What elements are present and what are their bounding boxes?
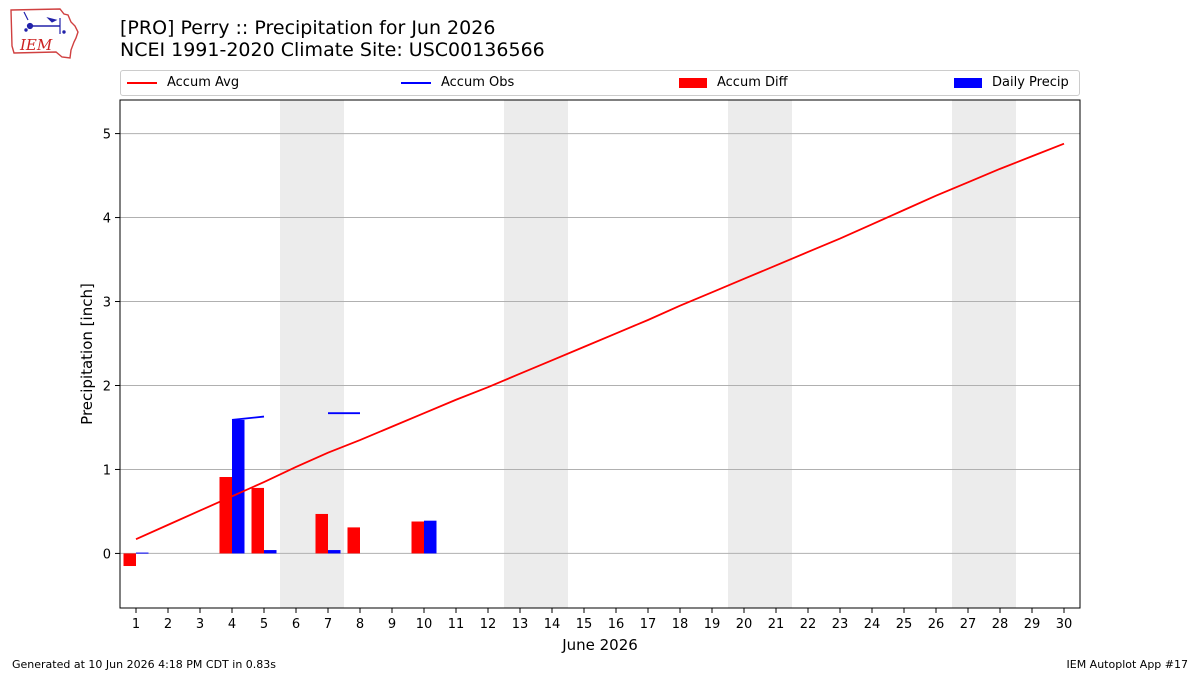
- x-tick-label-9: 9: [388, 617, 396, 632]
- x-tick-label-14: 14: [544, 617, 561, 632]
- weather-station-icon: [23, 11, 66, 34]
- daily-precip-bar-day-10: [424, 520, 437, 554]
- title-line-1: [PRO] Perry :: Precipitation for Jun 202…: [120, 17, 496, 39]
- legend-swatch-accum-obs: [401, 81, 431, 84]
- x-tick-label-16: 16: [608, 617, 625, 632]
- x-tick-label-11: 11: [448, 617, 465, 632]
- y-tick-label-1: 1: [103, 463, 111, 478]
- legend-item-accum-diff: Accum Diff: [679, 71, 788, 95]
- daily-precip-bar-day-4: [232, 419, 245, 554]
- legend: Accum Avg Accum Obs Accum Diff Daily Pre…: [120, 70, 1080, 96]
- legend-label-daily-precip: Daily Precip: [992, 75, 1069, 90]
- accum-diff-bar-day-7: [315, 513, 328, 554]
- x-tick-label-12: 12: [480, 617, 497, 632]
- accum-avg-line: [135, 142, 1065, 540]
- weekend-shade-2: [728, 100, 792, 608]
- x-tick-label-26: 26: [928, 617, 945, 632]
- x-tick-label-13: 13: [512, 617, 529, 632]
- chart-title: [PRO] Perry :: Precipitation for Jun 202…: [120, 17, 545, 61]
- x-tick-label-30: 30: [1056, 617, 1073, 632]
- weekend-shade-1: [504, 100, 568, 608]
- x-tick-label-17: 17: [640, 617, 657, 632]
- y-tick-label-0: 0: [103, 547, 111, 562]
- legend-item-accum-avg: Accum Avg: [127, 71, 239, 95]
- legend-swatch-accum-avg: [127, 81, 157, 84]
- x-tick-label-1: 1: [132, 617, 140, 632]
- y-tick-label-2: 2: [103, 379, 111, 394]
- x-tick-label-15: 15: [576, 617, 593, 632]
- legend-swatch-accum-diff: [679, 77, 707, 88]
- daily-precip-bar-day-1: [136, 552, 149, 554]
- x-tick-label-28: 28: [992, 617, 1009, 632]
- y-tick-label-5: 5: [103, 128, 111, 143]
- accum-diff-bar-day-5: [251, 487, 264, 554]
- legend-swatch-daily-precip: [954, 77, 982, 88]
- x-tick-label-18: 18: [672, 617, 689, 632]
- plot-frame: [119, 99, 1081, 609]
- iowa-state-outline: [10, 8, 79, 59]
- x-tick-label-7: 7: [324, 617, 332, 632]
- x-tick-label-6: 6: [292, 617, 300, 632]
- x-tick-label-2: 2: [164, 617, 172, 632]
- legend-item-accum-obs: Accum Obs: [401, 71, 514, 95]
- footer-generated: Generated at 10 Jun 2026 4:18 PM CDT in …: [12, 658, 277, 671]
- x-tick-label-24: 24: [864, 617, 881, 632]
- weekend-shade-0: [280, 100, 344, 608]
- x-tick-label-25: 25: [896, 617, 913, 632]
- y-tick-label-4: 4: [103, 212, 111, 227]
- legend-label-accum-obs: Accum Obs: [441, 75, 515, 90]
- accum-diff-bar-day-1: [123, 553, 136, 567]
- x-axis-label: June 2026: [561, 636, 638, 654]
- x-tick-label-19: 19: [704, 617, 721, 632]
- footer-app-id: IEM Autoplot App #17: [1066, 658, 1189, 671]
- accum-diff-bar-day-8: [347, 527, 360, 554]
- accum-obs-line-0: [231, 415, 265, 421]
- x-tick-label-27: 27: [960, 617, 977, 632]
- x-tick-label-4: 4: [228, 617, 236, 632]
- x-tick-label-29: 29: [1024, 617, 1041, 632]
- legend-label-accum-diff: Accum Diff: [717, 75, 788, 90]
- x-tick-label-23: 23: [832, 617, 849, 632]
- accum-diff-bar-day-4: [219, 477, 232, 554]
- x-tick-label-5: 5: [260, 617, 268, 632]
- x-tick-label-21: 21: [768, 617, 785, 632]
- x-tick-label-22: 22: [800, 617, 817, 632]
- x-tick-label-10: 10: [416, 617, 433, 632]
- iem-logo: IEM: [10, 8, 79, 59]
- legend-item-daily-precip: Daily Precip: [954, 71, 1069, 95]
- legend-label-accum-avg: Accum Avg: [167, 75, 240, 90]
- y-axis-label: Precipitation [inch]: [78, 283, 96, 425]
- y-tick-label-3: 3: [103, 296, 111, 311]
- title-line-2: NCEI 1991-2020 Climate Site: USC00136566: [120, 39, 545, 61]
- daily-precip-bar-day-7: [328, 550, 341, 554]
- daily-precip-bar-day-5: [264, 550, 277, 554]
- x-tick-label-20: 20: [736, 617, 753, 632]
- x-tick-label-8: 8: [356, 617, 364, 632]
- x-tick-label-3: 3: [196, 617, 204, 632]
- logo-text: IEM: [19, 36, 53, 54]
- accum-diff-bar-day-10: [411, 521, 424, 554]
